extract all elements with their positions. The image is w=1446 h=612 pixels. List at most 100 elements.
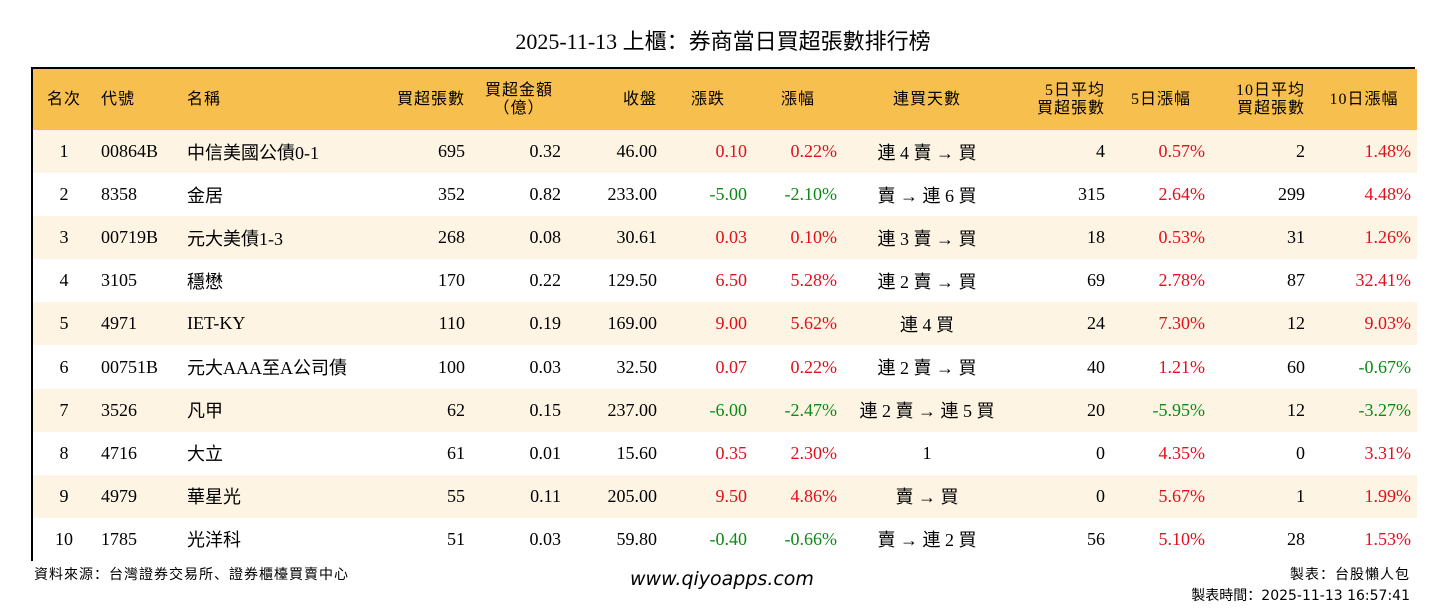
cell-code: 8358 xyxy=(101,184,137,205)
cell-change: 0.10 xyxy=(715,141,748,162)
cell-pct10: 3.31% xyxy=(1364,442,1412,463)
header-avg10-lots: 10日平均 買超張數 xyxy=(1211,69,1311,130)
cell-code: 00864B xyxy=(101,141,159,162)
cell-change-pct: 5.62% xyxy=(790,313,838,334)
cell-avg10-lots: 299 xyxy=(1278,184,1305,205)
cell-code: 00751B xyxy=(101,356,159,377)
cell-avg10-lots: 28 xyxy=(1287,528,1305,549)
header-net-buy-lots: 買超張數 xyxy=(371,69,471,130)
cell-code: 1785 xyxy=(101,528,137,549)
cell-streak: 連 2 賣 → 買 xyxy=(877,358,977,379)
table-row: 6 00751B 元大AAA至A公司債 100 0.03 32.50 0.07 0.22% 連 … xyxy=(33,345,1417,389)
cell-change-pct: 4.86% xyxy=(790,485,838,506)
cell-net-buy-lots: 268 xyxy=(438,227,465,248)
cell-change-pct: -0.66% xyxy=(784,528,838,549)
cell-close: 15.60 xyxy=(616,442,658,463)
cell-code: 4716 xyxy=(101,442,137,463)
cell-avg5-lots: 24 xyxy=(1087,313,1105,334)
cell-avg5-lots: 40 xyxy=(1087,356,1105,377)
cell-change-pct: -2.47% xyxy=(784,399,838,420)
header-label-sub: （億） xyxy=(493,99,545,117)
header-label: 5日漲幅 xyxy=(1130,90,1191,108)
cell-change-pct: 0.22% xyxy=(790,356,838,377)
made-time: 製表時間：2025-11-13 16:57:41 xyxy=(1191,588,1410,604)
header-net-buy-amount: 買超金額 （億） xyxy=(471,69,567,130)
cell-close: 32.50 xyxy=(616,356,658,377)
cell-rank: 4 xyxy=(59,270,69,291)
cell-change: 0.07 xyxy=(715,356,748,377)
cell-net-buy-lots: 170 xyxy=(438,270,465,291)
cell-name: 穩懋 xyxy=(187,271,223,292)
cell-streak: 1 xyxy=(922,442,932,463)
cell-pct10: 32.41% xyxy=(1355,270,1412,291)
header-streak: 連買天數 xyxy=(843,69,1011,130)
cell-avg10-lots: 12 xyxy=(1287,313,1305,334)
cell-name: 華星光 xyxy=(187,487,241,508)
header-label: 代號 xyxy=(101,90,136,108)
cell-rank: 6 xyxy=(59,356,69,377)
cell-name: 金居 xyxy=(187,185,223,206)
cell-net-buy-amount: 0.08 xyxy=(529,227,562,248)
table-row: 10 1785 光洋科 51 0.03 59.80 -0.40 -0.66% 賣 → 連 2 買… xyxy=(33,517,1417,561)
cell-code: 3526 xyxy=(101,399,137,420)
data-source-note: 資料來源：台灣證券交易所、證券櫃檯買賣中心 xyxy=(34,568,349,583)
website-link[interactable]: www.qiyoapps.com xyxy=(630,568,814,590)
cell-net-buy-lots: 100 xyxy=(438,356,465,377)
header-label-sub: 買超張數 xyxy=(1236,99,1305,117)
cell-pct10: 1.26% xyxy=(1364,227,1412,248)
cell-avg10-lots: 87 xyxy=(1287,270,1305,291)
cell-net-buy-amount: 0.82 xyxy=(529,184,562,205)
cell-change: -0.40 xyxy=(709,528,748,549)
cell-pct10: -3.27% xyxy=(1358,399,1412,420)
header-label: 買超金額 xyxy=(484,81,553,99)
cell-avg5-lots: 20 xyxy=(1087,399,1105,420)
table-row: 8 4716 大立 61 0.01 15.60 0.35 2.30% 1 0 4.35% 0 3.31% xyxy=(33,431,1417,475)
cell-pct5: -5.95% xyxy=(1152,399,1206,420)
table-row: 2 8358 金居 352 0.82 233.00 -5.00 -2.10% 賣 → 連 6 買… xyxy=(33,173,1417,217)
cell-rank: 5 xyxy=(59,313,69,334)
cell-close: 129.50 xyxy=(607,270,658,291)
header-name: 名稱 xyxy=(181,69,371,130)
header-label: 連買天數 xyxy=(892,90,961,108)
table-row: 1 00864B 中信美國公債0-1 695 0.32 46.00 0.10 0.22% 連 4… xyxy=(33,130,1417,174)
cell-name: 元大美債1-3 xyxy=(187,228,283,249)
header-label: 名稱 xyxy=(187,90,222,108)
header-change: 漲跌 xyxy=(663,69,753,130)
header-label: 買超張數 xyxy=(396,90,465,108)
cell-name: 大立 xyxy=(187,444,223,465)
cell-close: 46.00 xyxy=(616,141,658,162)
cell-pct10: 9.03% xyxy=(1364,313,1412,334)
cell-pct5: 0.53% xyxy=(1158,227,1206,248)
cell-avg5-lots: 56 xyxy=(1087,528,1105,549)
cell-close: 237.00 xyxy=(607,399,658,420)
cell-rank: 1 xyxy=(59,141,69,162)
header-label: 5日平均 xyxy=(1044,81,1105,99)
maker-info: 製表：台股懶人包 製表時間：2025-11-13 16:57:41 xyxy=(1191,566,1410,606)
cell-net-buy-amount: 0.19 xyxy=(529,313,562,334)
header-label: 10日漲幅 xyxy=(1329,90,1399,108)
header-close: 收盤 xyxy=(567,69,663,130)
ranking-table: 名次 代號 名稱 買超張數 買超金額 （億） 收盤 漲跌 漲幅 連買天數 5日平均 買超張數 5日漲幅 1… xyxy=(31,67,1417,561)
cell-pct5: 1.21% xyxy=(1158,356,1206,377)
header-change-pct: 漲幅 xyxy=(753,69,843,130)
cell-close: 59.80 xyxy=(616,528,658,549)
cell-net-buy-amount: 0.03 xyxy=(529,528,562,549)
cell-change-pct: -2.10% xyxy=(784,184,838,205)
cell-rank: 9 xyxy=(59,485,69,506)
cell-code: 00719B xyxy=(101,227,159,248)
cell-pct10: 1.48% xyxy=(1364,141,1412,162)
cell-net-buy-lots: 51 xyxy=(447,528,465,549)
cell-rank: 2 xyxy=(59,184,69,205)
cell-net-buy-amount: 0.03 xyxy=(529,356,562,377)
cell-name: 凡甲 xyxy=(187,401,223,422)
cell-avg5-lots: 315 xyxy=(1078,184,1105,205)
cell-close: 233.00 xyxy=(607,184,658,205)
cell-pct10: 1.53% xyxy=(1364,528,1412,549)
header-label: 收盤 xyxy=(622,90,657,108)
cell-code: 4979 xyxy=(101,485,137,506)
cell-pct10: -0.67% xyxy=(1358,356,1412,377)
cell-change: 6.50 xyxy=(715,270,748,291)
header-label: 10日平均 xyxy=(1235,81,1305,99)
cell-avg10-lots: 60 xyxy=(1287,356,1305,377)
cell-change: 0.03 xyxy=(715,227,748,248)
